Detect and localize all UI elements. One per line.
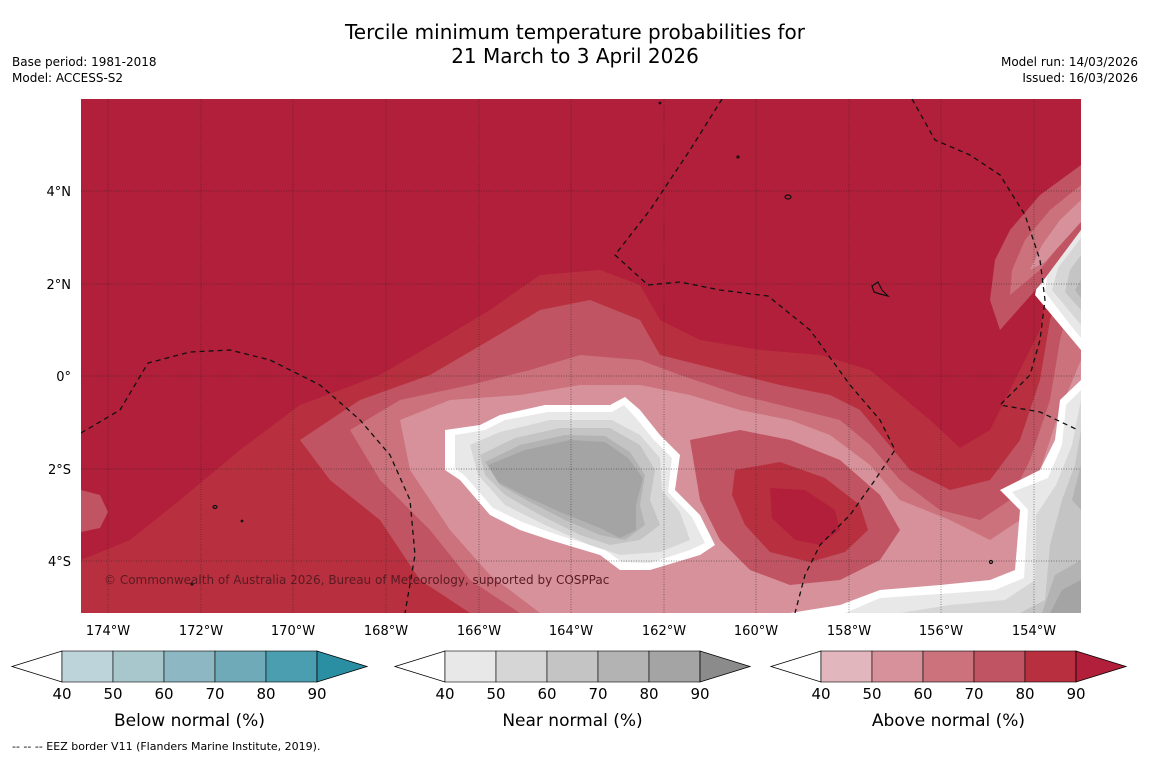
near-normal-right-80 — [1050, 580, 1081, 613]
lat-tick-label: 2°N — [47, 278, 72, 293]
lon-tick-label: 164°W — [549, 624, 593, 639]
colorbar-tick-label: 80 — [639, 685, 658, 703]
colorbar-tick-label: 70 — [964, 685, 983, 703]
colorbar-tick-label: 50 — [486, 685, 505, 703]
colorbar-segment — [922, 650, 975, 683]
longitude-labels: 174°W 172°W 170°W 168°W 166°W 164°W 162°W 160°W… — [86, 624, 1056, 639]
colorbar-segment — [495, 650, 548, 683]
colorbar-tick-label: 90 — [307, 685, 326, 703]
island-1 — [784, 194, 792, 200]
colorbar-title: Near normal (%) — [502, 711, 642, 731]
island-3 — [212, 504, 218, 510]
colorbar-tick-label: 60 — [154, 685, 173, 703]
title-line-1: Tercile minimum temperature probabilitie… — [344, 20, 806, 44]
island-2 — [871, 281, 890, 298]
above-normal-right-halo-3 — [1030, 200, 1081, 270]
lon-tick-label: 160°W — [734, 624, 778, 639]
near-normal-right-70 — [1042, 280, 1081, 613]
lon-tick-label: 156°W — [919, 624, 963, 639]
colorbar-segment — [163, 650, 216, 683]
lat-tick-label: 2°S — [48, 463, 71, 478]
colorbar-tick-label: 60 — [913, 685, 932, 703]
lon-tick-label: 154°W — [1012, 624, 1056, 639]
above-normal-core-max — [770, 488, 840, 545]
colorbar-segment — [214, 650, 267, 683]
meta-right: Model run: 14/03/2026 Issued: 16/03/2026 — [1001, 54, 1138, 86]
colorbar-title: Above normal (%) — [872, 711, 1025, 731]
colorbar-segment — [1024, 650, 1077, 683]
gridlines — [81, 99, 1081, 613]
island-5 — [988, 559, 994, 565]
colorbar-segment — [265, 650, 318, 683]
eez-border-center — [614, 99, 896, 613]
lon-tick-label: 174°W — [86, 624, 130, 639]
latitude-labels: 4°N 2°N 0° 2°S 4°S — [47, 185, 72, 570]
near-normal-right-60 — [1020, 255, 1081, 613]
colorbars: 40 50 60 70 80 90 Below normal (%) 40 50 60 70 80 90… — [10, 650, 1128, 731]
colorbar-tick-label: 40 — [52, 685, 71, 703]
colorbar-segment — [648, 650, 701, 683]
colorbar-segment — [546, 650, 599, 683]
near-normal-80-region — [488, 440, 643, 538]
model-run: Model run: 14/03/2026 — [1000, 55, 1138, 69]
lat-tick-label: 4°N — [47, 185, 72, 200]
island-7 — [240, 519, 244, 523]
island-6 — [658, 101, 662, 105]
eez-border-east — [911, 99, 1079, 431]
colorbar-tick-label: 50 — [103, 685, 122, 703]
eez-border-west — [81, 349, 416, 613]
eez-footnote: -- -- -- EEZ border V11 (Flanders Marine… — [12, 740, 321, 753]
colorbar-tick-label: 50 — [862, 685, 881, 703]
model-name: Model: ACCESS-S2 — [12, 71, 124, 85]
colorbar-tick-label: 70 — [205, 685, 224, 703]
colorbar-tick-label: 60 — [537, 685, 556, 703]
lon-tick-label: 172°W — [179, 624, 223, 639]
island-4 — [736, 155, 740, 159]
colorbar-under-arrow — [769, 650, 822, 683]
islands — [190, 101, 994, 586]
lon-tick-label: 158°W — [827, 624, 871, 639]
colorbar-segment — [973, 650, 1026, 683]
colorbar-over-arrow — [316, 650, 369, 683]
meta-left: Base period: 1981-2018 Model: ACCESS-S2 — [12, 54, 157, 86]
colorbar-title: Below normal (%) — [114, 711, 265, 731]
colorbar-segment — [820, 650, 873, 683]
colorbar-over-arrow — [699, 650, 752, 683]
colorbar-1: 40 50 60 70 80 90 Below normal (%) — [10, 650, 369, 731]
lon-tick-label: 162°W — [642, 624, 686, 639]
title-line-2: 21 March to 3 April 2026 — [451, 44, 699, 68]
eez-borders — [81, 99, 1079, 613]
lat-tick-label: 0° — [56, 370, 71, 385]
colorbar-segment — [871, 650, 924, 683]
issued-date: Issued: 16/03/2026 — [1022, 71, 1138, 85]
chart-title: Tercile minimum temperature probabilitie… — [0, 20, 1150, 68]
colorbar-tick-label: 80 — [1015, 685, 1034, 703]
above-normal-80-left — [81, 490, 108, 532]
base-period: Base period: 1981-2018 — [12, 55, 157, 69]
lon-tick-label: 168°W — [364, 624, 408, 639]
colorbar-over-arrow — [1075, 650, 1128, 683]
colorbar-segment — [444, 650, 497, 683]
colorbar-tick-label: 90 — [1066, 685, 1085, 703]
island-8 — [190, 582, 194, 586]
colorbar-tick-label: 40 — [811, 685, 830, 703]
above-normal-right-halo-2 — [1010, 185, 1081, 295]
lat-tick-label: 4°S — [48, 555, 71, 570]
colorbar-under-arrow — [393, 650, 446, 683]
lon-tick-label: 170°W — [271, 624, 315, 639]
colorbar-segment — [597, 650, 650, 683]
colorbar-2: 40 50 60 70 80 90 Near normal (%) — [393, 650, 752, 731]
copyright-notice: © Commonwealth of Australia 2026, Bureau… — [104, 573, 609, 587]
colorbar-3: 40 50 60 70 80 90 Above normal (%) — [769, 650, 1128, 731]
lon-tick-label: 166°W — [457, 624, 501, 639]
colorbar-tick-label: 70 — [588, 685, 607, 703]
colorbar-segment — [61, 650, 114, 683]
colorbar-tick-label: 90 — [690, 685, 709, 703]
colorbar-segment — [112, 650, 165, 683]
colorbar-tick-label: 40 — [435, 685, 454, 703]
colorbar-tick-label: 80 — [256, 685, 275, 703]
colorbar-under-arrow — [10, 650, 63, 683]
